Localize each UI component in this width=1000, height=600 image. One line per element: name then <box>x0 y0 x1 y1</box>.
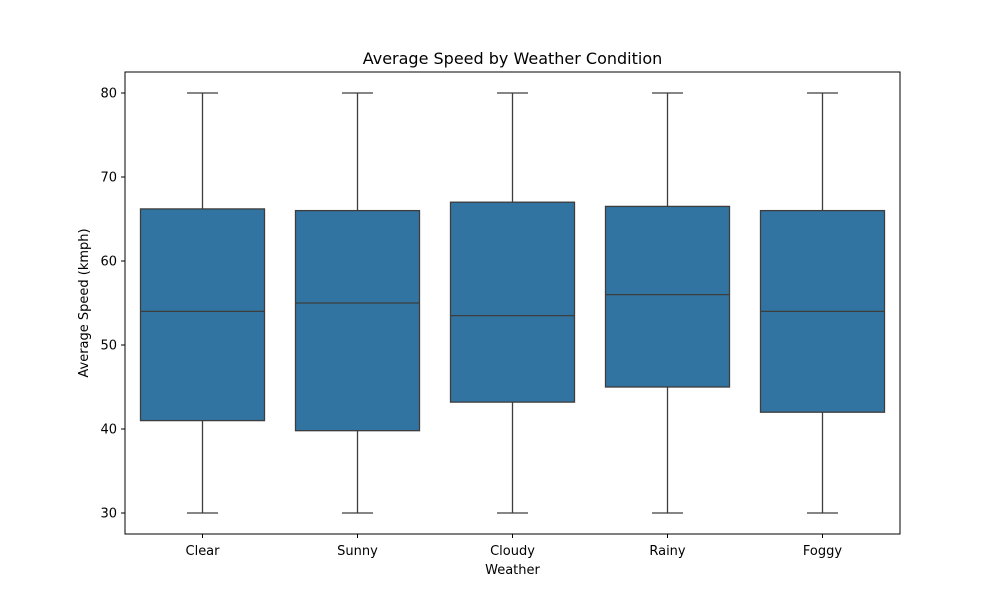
box-group-foggy <box>759 92 886 514</box>
y-axis: 30 40 50 60 70 80 <box>100 87 125 522</box>
y-tick-label-50: 50 <box>100 339 117 354</box>
y-tick-label-30: 30 <box>100 507 117 522</box>
y-tick-label-80: 80 <box>100 87 117 102</box>
box-group-clear <box>139 92 266 514</box>
x-tick-label-clear: Clear <box>186 544 221 559</box>
chart-title: Average Speed by Weather Condition <box>363 49 663 68</box>
y-axis-label: Average Speed (kmph) <box>77 228 92 377</box>
x-axis: Clear Sunny Cloudy Rainy Foggy <box>186 534 842 559</box>
box-cloudy <box>449 201 576 403</box>
y-tick-label-70: 70 <box>100 171 117 186</box>
x-tick-label-sunny: Sunny <box>337 544 378 559</box>
y-tick-label-40: 40 <box>100 423 117 438</box>
x-tick-label-foggy: Foggy <box>803 544 842 559</box>
plot-area <box>139 92 886 514</box>
box-clear <box>139 208 266 422</box>
box-group-sunny <box>294 92 421 514</box>
box-sunny <box>294 209 421 432</box>
box-rainy <box>604 205 731 388</box>
y-tick-label-60: 60 <box>100 255 117 270</box>
box-group-rainy <box>604 92 731 514</box>
x-axis-label: Weather <box>485 563 540 578</box>
x-tick-label-cloudy: Cloudy <box>490 544 535 559</box>
x-tick-label-rainy: Rainy <box>649 544 686 559</box>
box-group-cloudy <box>449 92 576 514</box>
